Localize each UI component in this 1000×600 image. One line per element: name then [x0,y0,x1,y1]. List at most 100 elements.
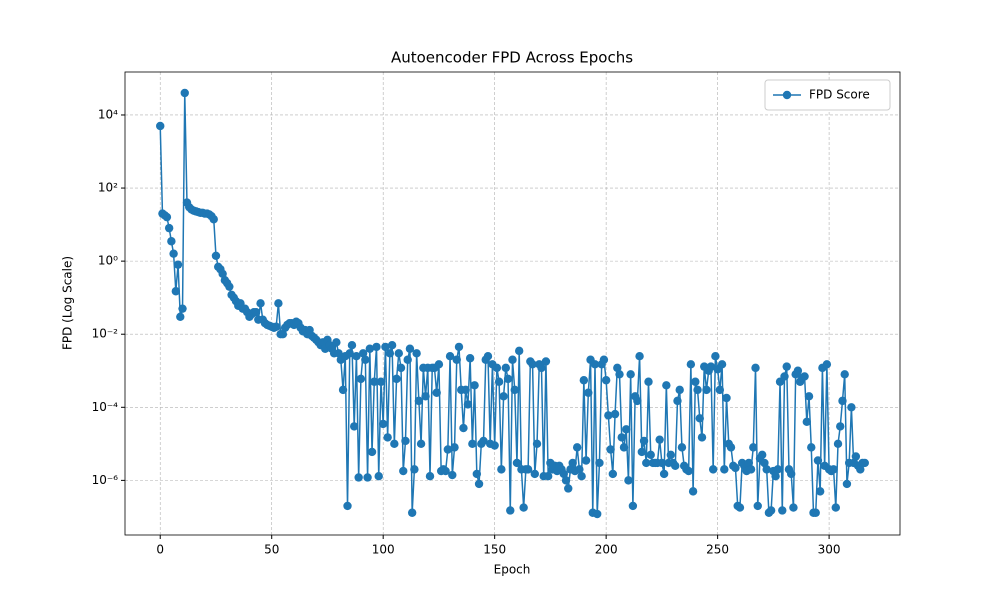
point-marker [860,458,869,468]
point-marker [815,487,825,496]
point-marker [691,377,700,386]
point-marker [421,392,430,401]
point-marker [731,463,740,473]
point-marker [512,458,522,468]
point-marker [671,461,680,471]
point-marker [644,377,653,386]
point-marker [396,363,406,373]
point-marker [176,312,185,321]
point-marker [412,349,421,358]
point-marker [385,349,395,358]
point-marker [642,458,651,468]
point-marker [479,436,488,446]
point-marker [394,349,403,358]
point-marker [778,506,787,515]
x-tick-label: 300 [818,543,841,557]
point-marker [532,439,542,449]
point-marker [345,349,354,358]
point-marker [807,443,816,452]
point-marker [604,411,613,420]
point-marker [722,393,731,403]
point-marker [180,88,189,98]
point-marker [537,363,546,373]
y-tick-label: 10⁰ [98,254,118,268]
point-marker [782,362,791,371]
point-marker [842,479,852,489]
point-marker [401,436,410,446]
point-marker [688,487,698,496]
point-marker [510,385,519,395]
y-tick-label: 10⁻² [92,327,119,341]
point-marker [568,458,577,468]
point-marker [646,450,655,460]
x-tick-label: 0 [156,543,164,557]
point-marker [392,374,401,384]
point-marker [372,342,381,352]
point-marker [474,479,484,489]
point-marker [472,469,482,479]
point-marker [626,370,635,379]
point-marker [271,322,281,331]
point-marker [352,352,361,361]
point-marker [211,251,221,260]
point-marker [374,472,383,481]
point-marker [463,400,473,409]
y-tick-label: 10² [98,181,118,195]
point-marker [684,466,693,476]
point-marker [278,330,288,339]
point-marker [657,458,667,468]
point-marker [593,509,602,519]
point-marker [581,456,591,465]
point-marker [619,443,629,452]
point-marker [829,465,838,474]
point-marker [780,372,789,381]
point-marker [365,344,375,353]
y-tick-label: 10⁻⁶ [92,473,119,487]
point-marker [543,472,553,481]
point-marker [584,388,593,397]
point-marker [686,360,696,369]
point-marker [708,465,718,474]
point-marker [499,392,508,401]
legend-label: FPD Score [809,88,870,102]
point-marker [332,338,341,347]
point-marker [459,423,468,433]
point-marker [432,388,441,397]
plot-frame [124,71,901,536]
point-marker [833,439,843,449]
point-marker [633,396,642,406]
point-marker [494,377,504,386]
point-marker [758,450,767,460]
point-marker [225,282,234,291]
point-marker [751,363,760,373]
point-marker [675,385,684,395]
point-marker [579,376,589,385]
y-axis-label: FPD (Log Scale) [61,256,75,350]
point-marker [445,352,455,361]
point-marker [659,469,669,479]
point-marker [461,385,470,395]
point-marker [831,503,840,512]
point-marker [256,299,265,308]
point-marker [771,472,780,481]
point-marker [624,476,633,485]
point-marker [773,465,783,474]
point-marker [387,341,397,350]
point-marker [483,352,493,361]
point-marker [508,355,517,364]
point-marker [606,445,615,454]
point-marker [470,381,479,390]
legend-box [764,79,891,111]
point-marker [450,443,459,452]
point-marker [677,443,687,452]
point-marker [361,355,370,364]
point-marker [802,417,812,427]
point-marker [715,385,725,395]
point-marker [615,370,624,379]
point-marker [706,362,716,371]
point-marker [693,385,702,395]
point-marker [164,223,174,233]
point-marker [673,396,682,406]
point-marker [468,439,477,449]
point-marker [564,484,573,493]
